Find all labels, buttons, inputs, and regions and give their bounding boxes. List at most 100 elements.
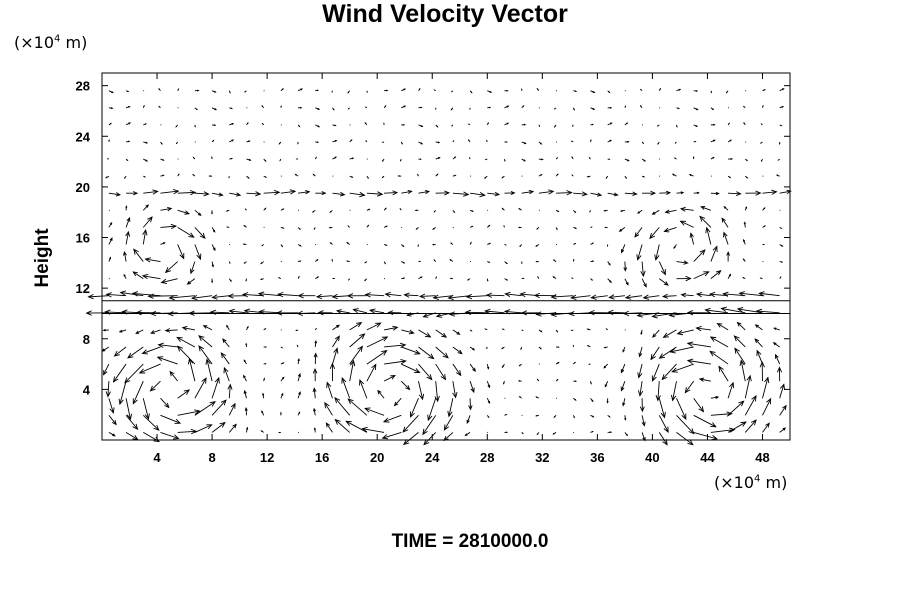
- wind-vector: [435, 363, 447, 381]
- wind-vector: [149, 380, 161, 392]
- wind-vector: [211, 399, 227, 416]
- wind-vector: [194, 401, 216, 416]
- wind-vector: [778, 141, 781, 146]
- wind-vector: [194, 244, 202, 261]
- wind-vector: [693, 90, 699, 92]
- wind-vector: [85, 310, 109, 316]
- wind-vector: [108, 237, 113, 245]
- wind-vector: [263, 207, 267, 211]
- wind-vector: [143, 189, 159, 195]
- wind-vector: [211, 278, 214, 284]
- wind-vector: [125, 230, 131, 245]
- wind-vector: [259, 278, 264, 281]
- wind-vector: [590, 260, 595, 263]
- wind-vector: [618, 227, 626, 232]
- wind-vector: [294, 173, 299, 177]
- wind-vector: [149, 310, 178, 317]
- wind-vector: [347, 225, 350, 228]
- wind-vector: [417, 173, 419, 177]
- wind-vector: [144, 257, 161, 263]
- wind-vector: [641, 432, 646, 442]
- wind-vector: [693, 249, 706, 262]
- wind-vector: [349, 157, 355, 160]
- wind-vector: [401, 124, 406, 126]
- wind-vector: [622, 398, 626, 407]
- wind-vector: [359, 379, 368, 399]
- wind-vector: [760, 123, 763, 126]
- wind-vector: [432, 294, 453, 300]
- wind-vector: [710, 270, 722, 279]
- wind-vector: [297, 275, 300, 279]
- wind-vector: [364, 122, 368, 126]
- wind-vector: [345, 420, 368, 433]
- wind-vector: [297, 88, 304, 92]
- wind-vector: [607, 106, 613, 109]
- wind-vector: [676, 432, 694, 446]
- wind-vector: [640, 261, 646, 278]
- wind-vector: [160, 223, 178, 230]
- wind-vector: [745, 190, 762, 196]
- wind-vector: [164, 261, 178, 274]
- wind-vector: [435, 346, 449, 359]
- wind-vector: [504, 105, 510, 109]
- wind-vector: [641, 175, 646, 178]
- wind-vector: [469, 381, 475, 394]
- wind-vector: [158, 87, 161, 91]
- wind-vector: [263, 189, 281, 196]
- wind-vector: [313, 352, 318, 365]
- x-tick-label: 8: [208, 450, 215, 465]
- wind-vector: [169, 370, 179, 382]
- y-unit-label: (×104 m): [14, 33, 88, 52]
- wind-vector: [125, 106, 131, 109]
- x-tick-label: 36: [590, 450, 604, 465]
- wind-vector: [762, 225, 766, 228]
- wind-vector: [693, 140, 697, 143]
- wind-vector: [176, 336, 196, 348]
- wind-vector: [590, 138, 592, 143]
- wind-vector: [651, 363, 660, 382]
- wind-vector: [143, 175, 147, 178]
- wind-vector: [465, 293, 488, 300]
- wind-vector: [418, 87, 421, 91]
- wind-vector: [125, 216, 131, 228]
- wind-vector: [573, 242, 577, 245]
- wind-vector: [590, 431, 594, 433]
- wind-vector: [208, 175, 213, 177]
- wind-vector: [189, 261, 196, 275]
- wind-vector: [469, 329, 473, 332]
- wind-vector: [366, 336, 389, 348]
- wind-vector: [324, 401, 333, 416]
- wind-vector: [486, 363, 490, 370]
- wind-vector: [246, 121, 249, 126]
- wind-vector: [521, 105, 525, 109]
- wind-vector: [484, 308, 505, 315]
- wind-vector: [605, 175, 609, 179]
- wind-vector: [156, 356, 178, 365]
- wind-vector: [573, 226, 578, 229]
- wind-vector: [447, 398, 454, 418]
- wind-vector: [346, 241, 350, 245]
- wind-vector: [125, 90, 130, 93]
- wind-vector: [188, 310, 213, 316]
- wind-vector: [744, 395, 757, 416]
- wind-vector: [331, 293, 350, 300]
- wind-vector: [349, 359, 356, 382]
- wind-vector: [503, 224, 505, 228]
- wind-vector: [194, 377, 207, 399]
- wind-vector: [368, 308, 385, 314]
- wind-vector: [125, 432, 139, 441]
- wind-vector: [211, 90, 217, 93]
- wind-vector: [664, 209, 677, 214]
- wind-vector: [347, 90, 351, 94]
- wind-vector: [332, 335, 340, 348]
- wind-vector: [556, 190, 573, 196]
- wind-vector: [295, 329, 299, 332]
- wind-vector: [693, 271, 710, 280]
- wind-vector: [716, 322, 729, 331]
- wind-vector: [486, 398, 491, 405]
- wind-vector: [624, 278, 629, 286]
- wind-vector: [736, 321, 746, 331]
- wind-vector: [198, 345, 213, 365]
- wind-vector: [418, 381, 425, 401]
- wind-vector: [693, 431, 718, 441]
